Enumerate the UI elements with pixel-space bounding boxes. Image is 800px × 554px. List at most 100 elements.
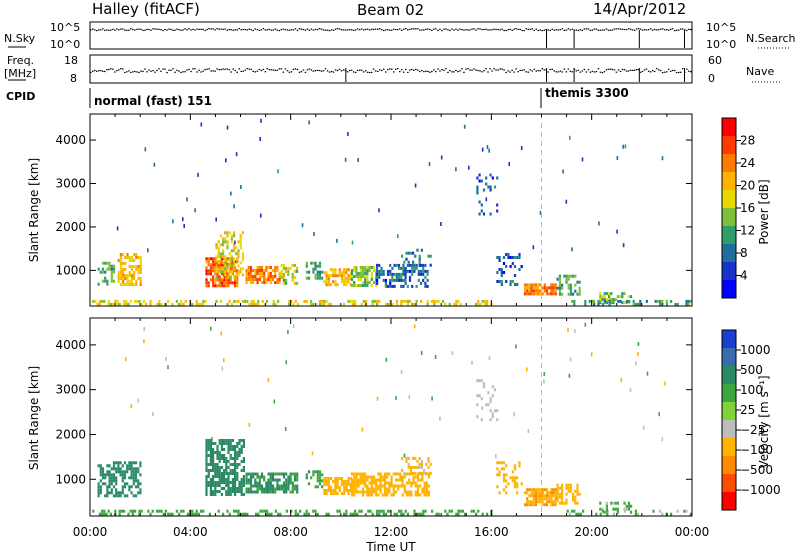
range-cell: [520, 146, 523, 151]
colorbar-cell: [722, 118, 736, 137]
range-cell: [122, 253, 125, 256]
range-cell: [287, 266, 290, 270]
range-cell: [318, 270, 322, 274]
range-cell: [260, 269, 264, 272]
range-cell: [323, 302, 326, 306]
range-cell: [349, 489, 352, 492]
range-cell: [389, 302, 392, 306]
nsky-point: [423, 29, 425, 31]
range-cell: [391, 275, 394, 279]
nsky-point: [407, 29, 409, 31]
range-cell: [247, 487, 250, 491]
range-cell: [241, 258, 244, 262]
range-cell: [485, 403, 488, 407]
range-cell: [498, 256, 501, 259]
range-cell: [345, 486, 348, 489]
range-cell: [265, 266, 268, 269]
range-cell: [214, 284, 217, 288]
range-cell: [548, 500, 551, 504]
freq-point: [370, 71, 373, 73]
range-cell: [362, 299, 365, 303]
range-cell: [122, 280, 125, 283]
nsky-point: [108, 29, 110, 31]
range-cell: [214, 484, 217, 487]
range-cell: [112, 270, 116, 274]
freq-point: [124, 71, 126, 74]
freq-point: [603, 71, 606, 73]
y-tick-label: 3000: [55, 177, 86, 191]
range-cell: [214, 487, 217, 490]
range-cell: [528, 500, 531, 504]
range-cell: [219, 243, 222, 247]
range-cell: [207, 269, 210, 273]
nsky-point: [288, 29, 291, 31]
range-cell: [572, 274, 575, 278]
range-cell: [241, 267, 244, 271]
range-cell: [334, 486, 337, 489]
range-cell: [345, 268, 348, 272]
range-cell: [121, 491, 124, 495]
nsky-point: [545, 28, 547, 31]
range-cell: [108, 267, 111, 271]
range-cell: [489, 397, 492, 401]
range-cell: [307, 512, 310, 516]
nsky-point: [684, 29, 686, 31]
freq-point: [314, 70, 317, 72]
range-cell: [530, 503, 533, 507]
range-cell: [347, 274, 350, 278]
range-cell: [404, 299, 407, 303]
range-cell: [329, 274, 333, 278]
range-cell: [427, 459, 430, 463]
range-cell: [485, 182, 488, 186]
range-cell: [285, 509, 288, 513]
nsky-point: [589, 29, 592, 31]
range-cell: [110, 273, 113, 277]
range-cell: [222, 249, 225, 253]
nsky-point: [449, 29, 451, 32]
range-cell: [489, 185, 492, 189]
range-cell: [502, 488, 506, 492]
range-cell: [556, 492, 559, 496]
nsky-point: [579, 29, 582, 31]
velocity-colorbar-title: Velocity [m s⁻¹]: [757, 375, 771, 468]
range-cell: [628, 299, 631, 303]
range-cell: [552, 286, 555, 290]
range-cell: [106, 470, 109, 474]
freq-point: [395, 68, 397, 70]
range-cell: [437, 299, 440, 303]
range-cell: [366, 487, 369, 491]
range-cell: [294, 512, 297, 516]
range-cell: [500, 268, 503, 271]
nsearch-label: N.Search: [746, 32, 796, 45]
range-cell: [316, 485, 319, 489]
range-cell: [541, 286, 544, 290]
freq-point: [206, 68, 208, 70]
freq-point: [525, 71, 527, 73]
range-cell: [421, 490, 424, 494]
range-cell: [532, 488, 535, 492]
range-cell: [128, 485, 131, 489]
range-cell: [382, 272, 385, 276]
range-cell: [321, 479, 324, 483]
range-cell: [381, 478, 384, 482]
freq-point: [517, 71, 519, 73]
range-cell: [420, 248, 423, 252]
nsky-point: [162, 29, 164, 32]
range-cell: [234, 284, 237, 288]
range-cell: [99, 467, 102, 471]
range-cell: [263, 278, 266, 281]
range-cell: [247, 269, 250, 272]
range-cell: [242, 457, 245, 460]
range-cell: [240, 484, 243, 487]
nsky-point: [447, 29, 449, 31]
range-cell: [212, 269, 215, 273]
range-cell: [387, 302, 390, 306]
range-cell: [389, 269, 392, 273]
range-cell: [459, 509, 462, 513]
range-cell: [407, 260, 410, 264]
nsky-point: [252, 29, 254, 32]
range-cell: [254, 269, 257, 272]
range-cell: [608, 302, 611, 306]
nsky-point: [429, 28, 431, 31]
range-cell: [550, 283, 553, 287]
